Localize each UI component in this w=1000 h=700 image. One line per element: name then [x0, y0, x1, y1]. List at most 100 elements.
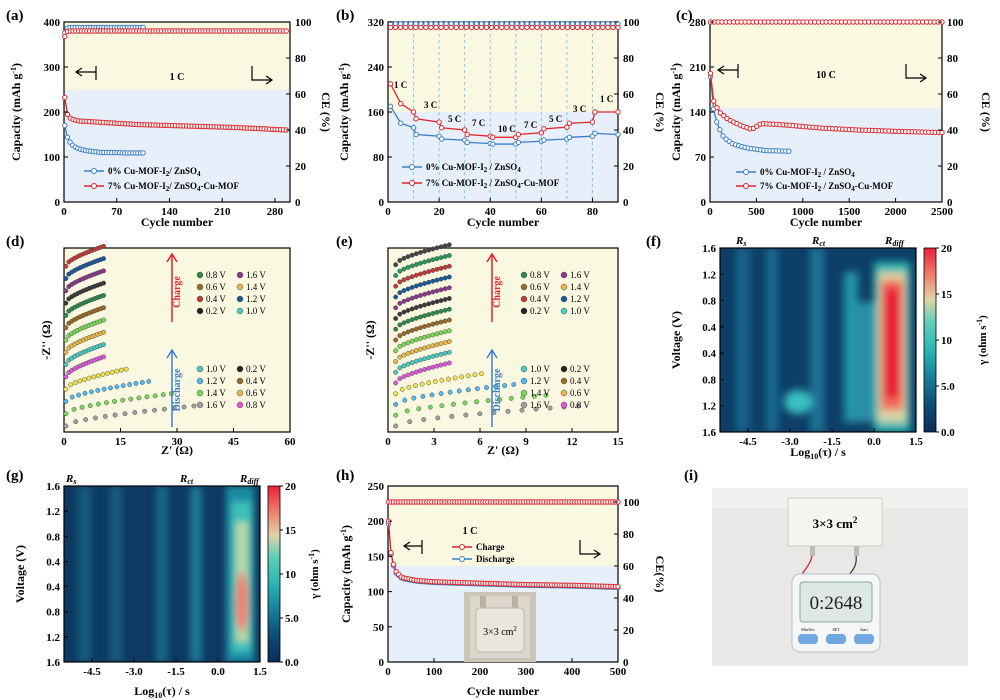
colorbar-tick-label: 0.0 [285, 657, 299, 669]
impedance-point [393, 391, 399, 397]
impedance-point [426, 344, 432, 350]
impedance-point [393, 316, 399, 321]
impedance-point [87, 403, 93, 409]
impedance-point [413, 348, 419, 353]
impedance-point [502, 383, 508, 388]
impedance-point [393, 412, 399, 418]
impedance-point [439, 377, 445, 383]
impedance-point [63, 349, 69, 355]
legend-marker [560, 389, 568, 397]
impedance-point [462, 400, 468, 406]
impedance-point [393, 273, 399, 278]
legend-marker [196, 295, 204, 303]
ce-7pct-point [595, 24, 601, 31]
ce-7pct-point [569, 24, 576, 31]
legend-label: 1.4 V [570, 282, 590, 292]
impedance-point [63, 337, 69, 343]
capacity-0pct-point [387, 103, 394, 110]
xlabel-c: Cycle number [790, 215, 863, 229]
legend-c: 0% Cu-MOF-I2 / ZnSO4 7% Cu-MOF-I2 / ZnSO… [736, 167, 894, 193]
impedance-point [418, 303, 423, 309]
impedance-point [100, 372, 106, 377]
impedance-point [413, 358, 419, 364]
impedance-point [430, 300, 436, 306]
legend-d: 0.8 V 1.6 V 0.6 V 1.4 V 0.4 V 1.2 V 0.2 V 1.0 V… [196, 270, 266, 410]
impedance-point [401, 341, 407, 347]
x-tick-label: 140 [161, 206, 178, 218]
ce-7pct-point [524, 24, 530, 31]
x-tick-label: 6 [477, 436, 483, 448]
legend-label: 0.6 V [206, 282, 226, 292]
colorbar-tick-label: 5.0 [941, 381, 955, 393]
x-tick-label: 15 [115, 436, 127, 448]
impedance-point [547, 405, 553, 411]
impedance-point [447, 389, 453, 395]
impedance-point [416, 406, 422, 412]
charge-label-e: Charge [492, 276, 503, 308]
impedance-point [438, 319, 444, 325]
impedance-point [438, 351, 444, 357]
impedance-point [72, 380, 78, 386]
impedance-point [438, 244, 444, 250]
impedance-point [409, 295, 415, 301]
impedance-point [543, 392, 549, 398]
impedance-point [459, 374, 465, 380]
capacity-7pct-point [461, 127, 468, 133]
ce-7pct-point [584, 24, 591, 31]
impedance-point [426, 301, 432, 307]
impedance-point [430, 246, 436, 252]
legend-label: 1.0 V [530, 364, 550, 374]
impedance-point [407, 419, 413, 425]
legend-label: 1.2 V [206, 376, 226, 386]
heatmap-g [64, 486, 260, 662]
capacity-7pct-point [464, 131, 470, 138]
heatmap-f [720, 248, 916, 432]
impedance-point [419, 381, 425, 387]
impedance-point [63, 386, 69, 392]
y-tick-label: 300 [44, 62, 61, 74]
y-tick-label: 0.8 [702, 374, 716, 386]
impedance-point [422, 356, 427, 362]
impedance-point [146, 379, 152, 384]
impedance-point [405, 307, 411, 313]
panel-f: (f) -4.5 -3.0 -1.5 0.0 1.5 1.6 1.2 0.8 0.4 0.4 0.8… [646, 234, 989, 461]
pouch-photo-inset: 3×3 cm2 [464, 592, 536, 662]
legend-label: 1.4 V [530, 388, 550, 398]
impedance-point [409, 317, 415, 323]
impedance-point [142, 408, 148, 414]
impedance-point [427, 404, 433, 410]
panel-a-marks [62, 24, 289, 156]
impedance-point [446, 360, 452, 366]
impedance-point [426, 355, 432, 360]
impedance-point [405, 329, 411, 335]
legend-h: Charge Discharge [452, 542, 515, 564]
legend-label: 1.4 V [206, 388, 226, 398]
legend-marker [520, 365, 528, 373]
impedance-point [438, 362, 444, 368]
legend-marker [520, 295, 528, 303]
ce-7pct-point [529, 24, 535, 31]
legend-marker [196, 307, 204, 315]
legend-label: 0.2 V [570, 364, 590, 374]
impedance-point [393, 305, 399, 311]
y2-tick-label: 80 [623, 529, 635, 541]
colorbar-tick-label: 15 [285, 525, 297, 537]
impedance-point [420, 393, 426, 399]
impedance-point [88, 389, 94, 395]
colorbar-tick-label: 20 [941, 243, 953, 255]
capacity-7pct-point [387, 81, 394, 87]
impedance-point [505, 408, 511, 414]
y2-tick-label: 0 [947, 197, 953, 209]
impedance-point [446, 274, 452, 280]
impedance-point [63, 362, 69, 367]
impedance-point [409, 263, 415, 269]
x-tick-label: -1.5 [823, 436, 841, 448]
impedance-point [95, 388, 101, 393]
ce-7pct-point [579, 24, 586, 31]
panel-i: (i) 3×3 cm2 0:2648 Min/Sec SET Start [684, 468, 968, 666]
impedance-point [122, 411, 128, 417]
svg-text:0% Cu-MOF-I2 / ZnSO4: 0% Cu-MOF-I2 / ZnSO4 [426, 162, 521, 174]
colorbar-ticks-g: 0.0 5.0 10 15 20 [280, 481, 299, 669]
impedance-point [73, 419, 79, 425]
legend-label: 0.4 V [246, 376, 266, 386]
